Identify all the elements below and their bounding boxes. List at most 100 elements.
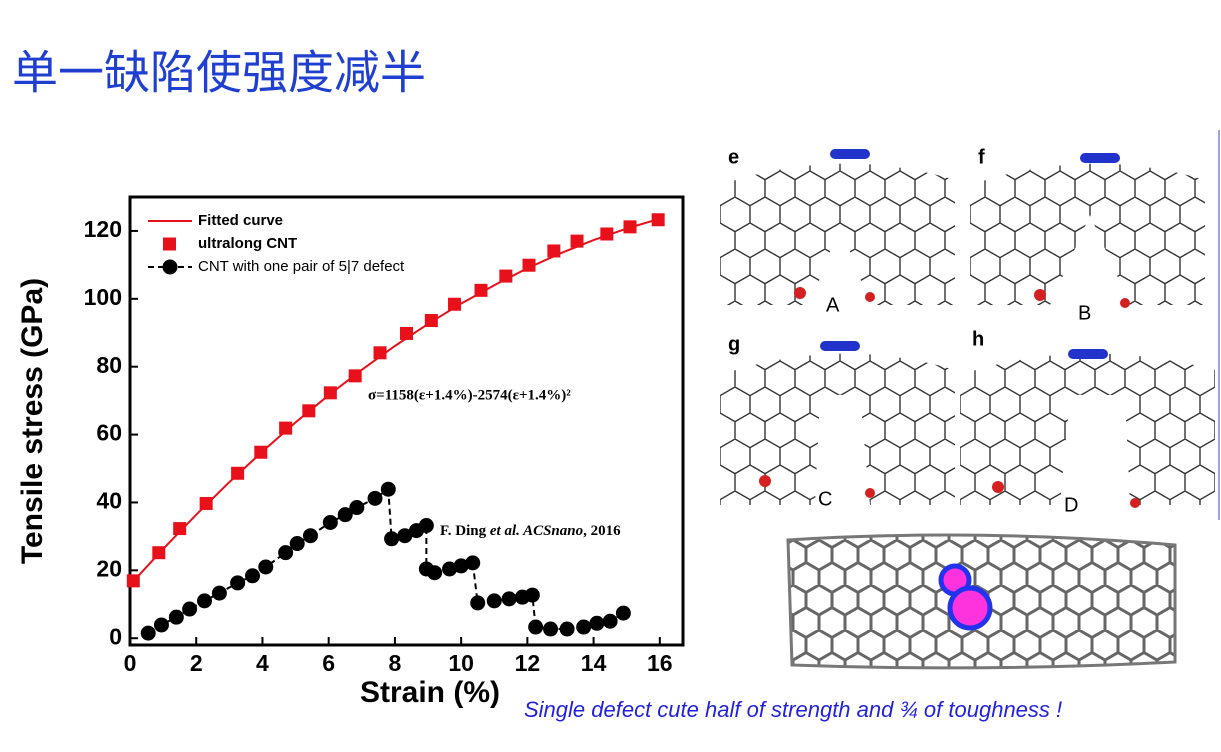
x-axis-label: Strain (%) — [360, 676, 500, 709]
marker — [570, 234, 584, 248]
marker — [279, 421, 293, 435]
y-tick-label: 80 — [96, 352, 122, 378]
marker — [384, 531, 400, 547]
panel-letter: g — [728, 333, 740, 355]
marker — [182, 601, 198, 617]
x-tick-label: 4 — [256, 650, 269, 676]
marker — [424, 314, 438, 328]
marker — [254, 445, 268, 459]
legend-label: CNT with one pair of 5|7 defect — [198, 258, 405, 275]
x-tick-label: 8 — [389, 650, 402, 676]
panel-letter: f — [978, 146, 985, 168]
y-tick-label: 60 — [96, 420, 122, 446]
marker — [373, 346, 387, 360]
legend-marker — [163, 237, 176, 251]
panel-letter: e — [728, 146, 739, 168]
marker — [615, 605, 631, 621]
marker — [501, 591, 517, 607]
marker — [543, 621, 559, 637]
y-tick-label: 40 — [96, 488, 122, 514]
citation-author: F. Ding — [440, 523, 490, 539]
series-line — [129, 217, 661, 586]
x-tick-label: 6 — [322, 650, 335, 676]
x-tick-label: 0 — [124, 650, 137, 676]
x-tick-label: 14 — [581, 650, 607, 676]
marker — [380, 481, 396, 497]
legend-entry: ultralong CNT — [163, 235, 297, 252]
y-tick-label: 120 — [84, 216, 122, 242]
marker — [400, 326, 413, 340]
caption: Single defect cute half of strength and … — [524, 697, 1062, 722]
marker — [140, 625, 156, 641]
x-tick-label: 16 — [647, 650, 673, 676]
legend-entry: CNT with one pair of 5|7 defect — [148, 258, 405, 275]
marker — [528, 619, 544, 635]
citation-journal: et al. ACSnano — [490, 523, 583, 539]
plot-frame — [128, 195, 685, 647]
marker — [348, 369, 362, 383]
y-axis-label: Tensile stress (GPa) — [16, 278, 49, 564]
marker — [522, 258, 536, 272]
marker — [322, 514, 338, 530]
y-tick-label: 100 — [84, 284, 122, 310]
marker — [474, 283, 488, 297]
marker — [524, 587, 540, 603]
marker — [152, 546, 166, 560]
marker — [547, 244, 561, 258]
marker — [245, 568, 261, 584]
marker — [453, 558, 469, 574]
legend-entry: Fitted curve — [148, 212, 283, 229]
slide-title: 单一缺陷使强度减半 — [12, 46, 426, 100]
marker — [258, 559, 274, 575]
marker — [602, 613, 618, 629]
legend-label: ultralong CNT — [198, 235, 297, 252]
marker — [600, 227, 614, 241]
marker — [289, 536, 305, 552]
marker — [442, 561, 458, 577]
marker — [211, 585, 227, 601]
marker — [349, 500, 365, 516]
marker — [302, 528, 318, 544]
citation: F. Ding et al. ACSnano, 2016 — [440, 523, 621, 539]
legend-marker — [162, 259, 178, 275]
marker — [623, 220, 637, 234]
marker — [126, 574, 140, 588]
y-tick-label: 0 — [109, 623, 122, 649]
nanotube-image — [786, 533, 1177, 670]
marker — [199, 496, 213, 510]
marker — [302, 404, 316, 418]
panel-label: A — [826, 294, 840, 316]
marker — [231, 466, 245, 480]
marker — [465, 555, 481, 571]
legend-label: Fitted curve — [198, 212, 283, 229]
citation-year: , 2016 — [583, 523, 621, 539]
panel-label: B — [1078, 302, 1091, 324]
marker — [230, 575, 246, 591]
marker — [173, 522, 187, 536]
marker — [486, 593, 502, 609]
y-tick-label: 20 — [96, 555, 122, 581]
marker — [153, 617, 169, 633]
x-tick-label: 2 — [190, 650, 203, 676]
chart: Tensile stress (GPa) Strain (%) σ=1158(ε… — [16, 195, 685, 709]
marker — [470, 595, 486, 611]
marker — [499, 269, 513, 283]
marker — [367, 490, 383, 506]
marker — [427, 565, 443, 581]
x-tick-label: 10 — [448, 650, 474, 676]
marker — [397, 528, 413, 544]
panel-label: C — [818, 488, 832, 510]
marker — [576, 619, 592, 635]
marker — [197, 593, 213, 609]
formula-annotation: σ=1158(ε+1.4%)-2574(ε+1.4%)² — [368, 387, 571, 403]
marker — [278, 545, 294, 561]
x-tick-label: 12 — [515, 650, 541, 676]
series-line — [147, 487, 624, 634]
panel-label: D — [1064, 494, 1078, 516]
marker — [337, 507, 353, 523]
marker — [448, 297, 462, 311]
marker — [323, 386, 337, 400]
marker — [559, 621, 575, 637]
simulation-panels: e f g h A B C D — [720, 130, 1220, 520]
